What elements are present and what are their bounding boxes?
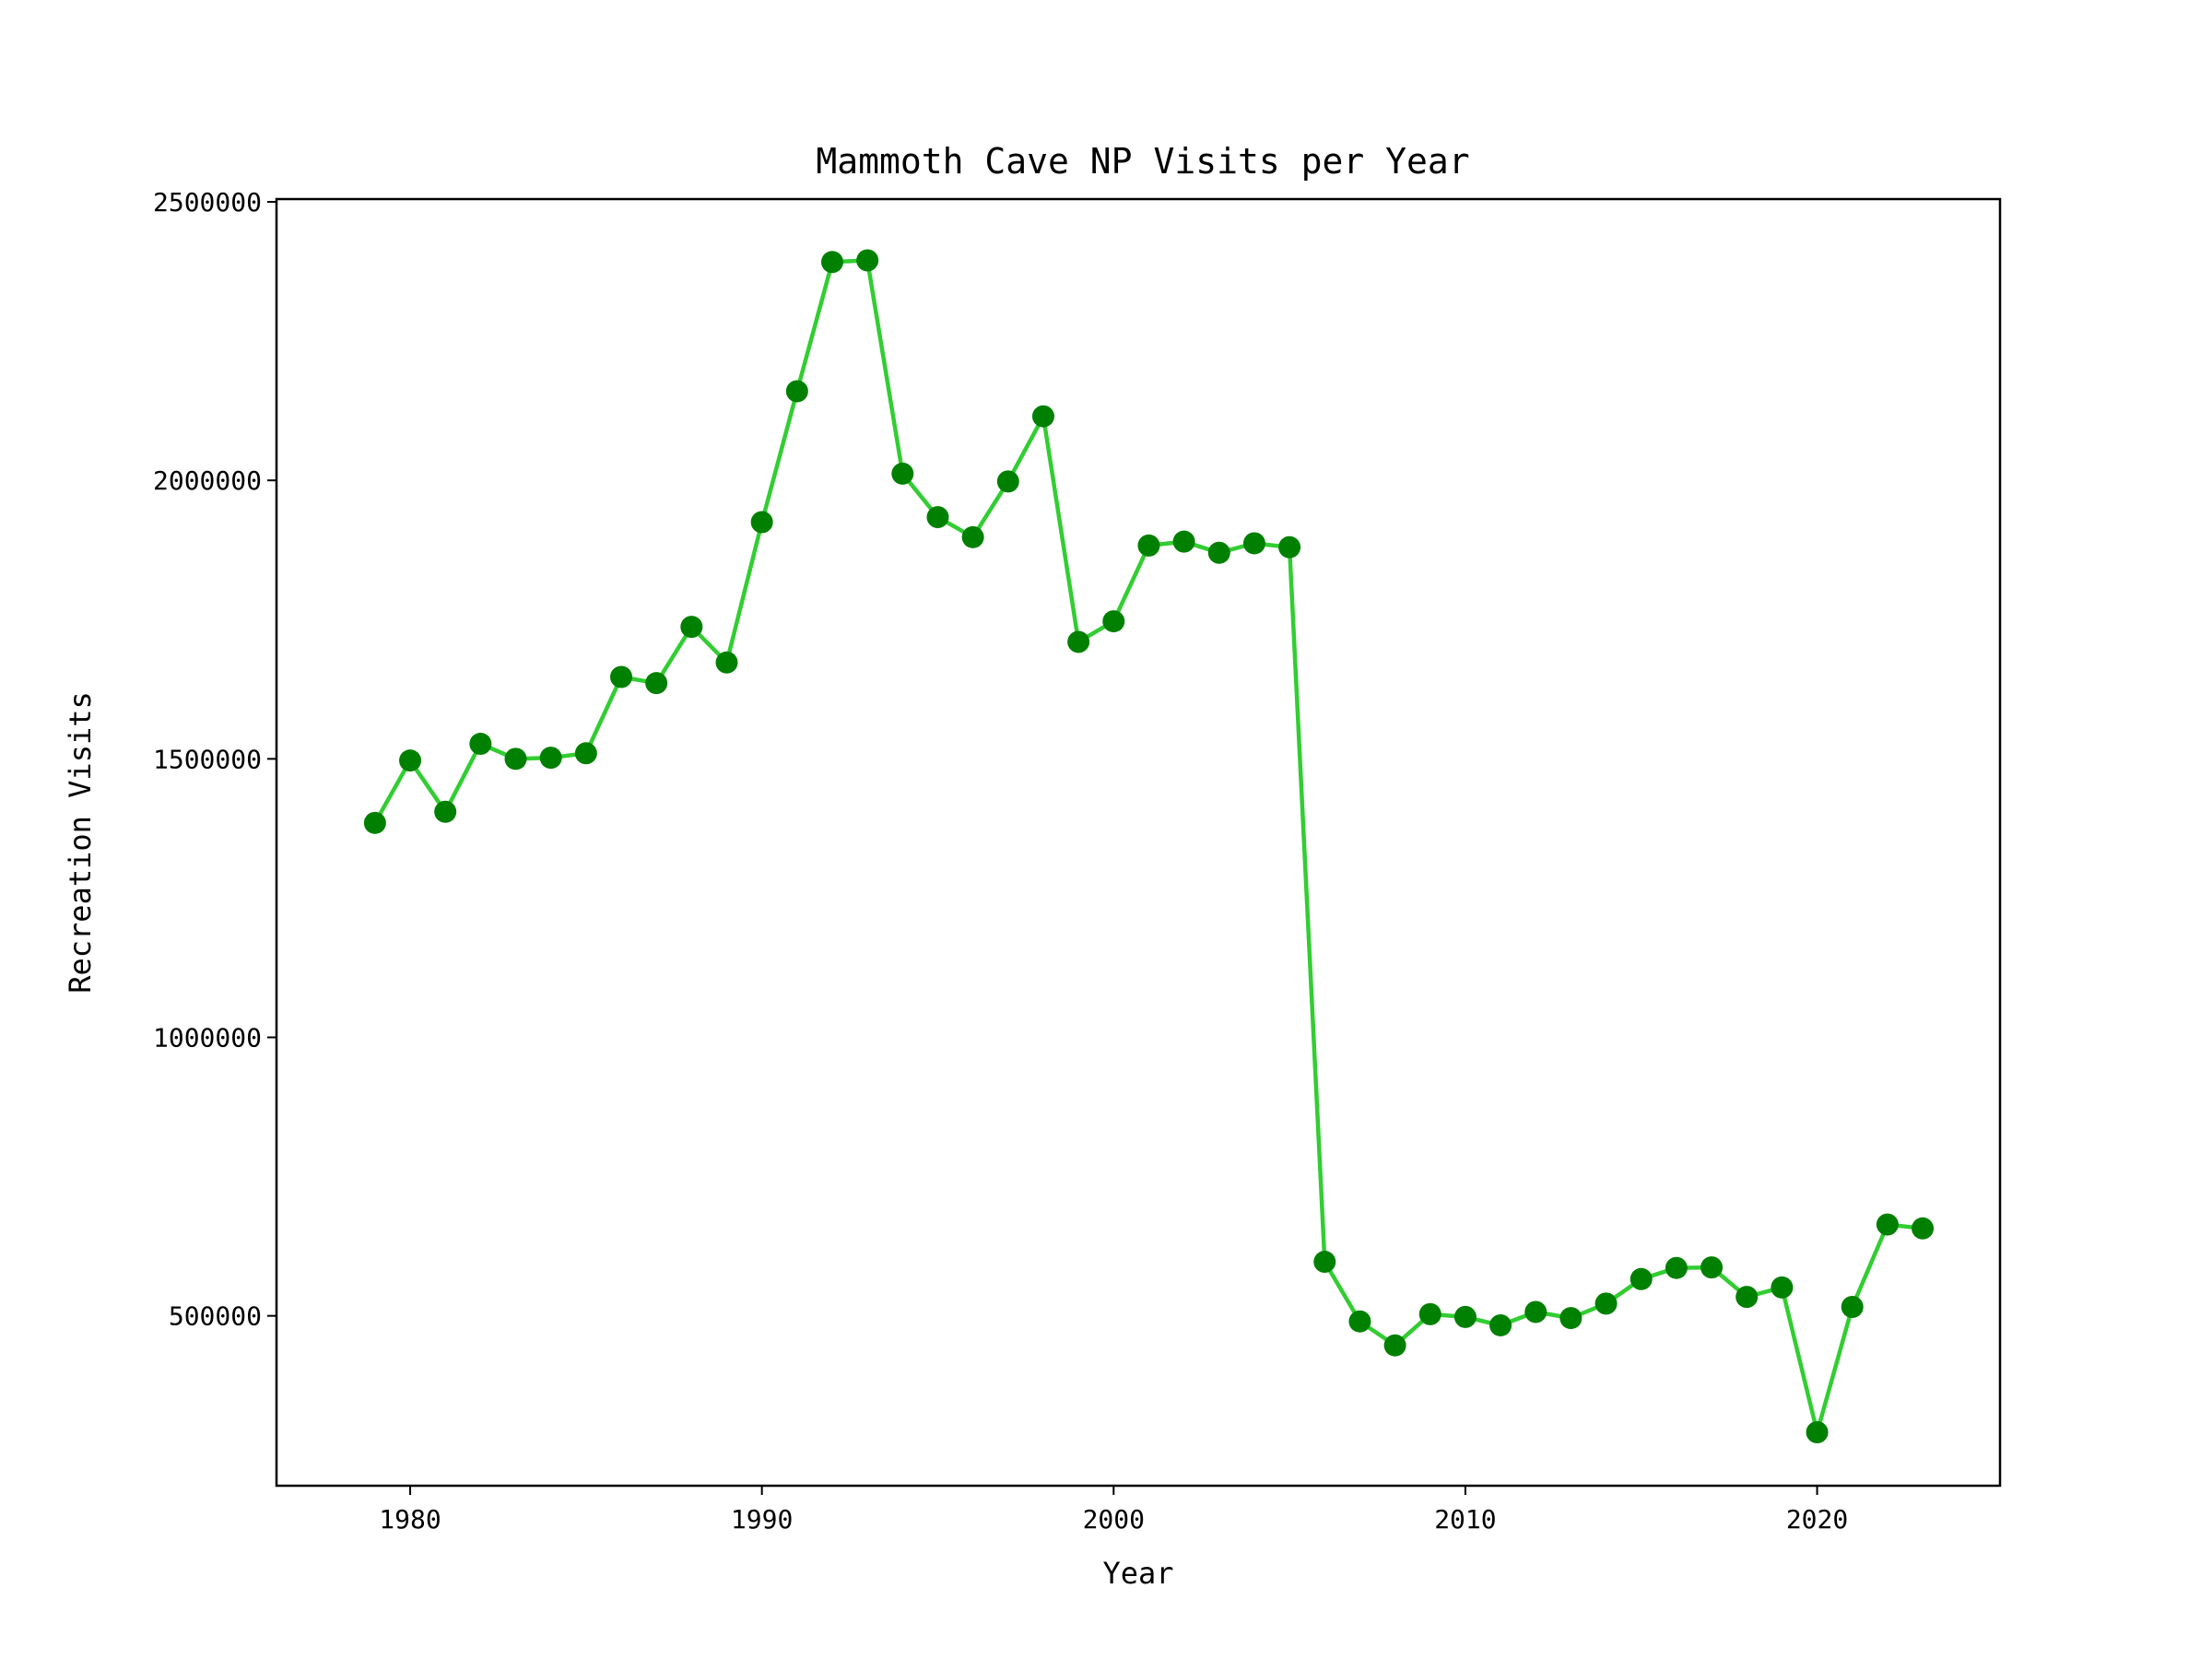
data-point (1700, 1256, 1724, 1279)
x-tick-label: 2000 (1083, 1504, 1145, 1535)
data-point (1559, 1307, 1583, 1330)
data-point (1067, 630, 1090, 653)
y-axis: 500000 1000000 1500000 2000000 2500000 (153, 187, 276, 1332)
data-point (645, 672, 668, 695)
plot-area (275, 197, 2002, 1488)
data-point (539, 747, 562, 770)
x-axis-label: Year (1102, 1556, 1173, 1591)
data-point (1630, 1267, 1653, 1290)
data-point (961, 525, 984, 548)
data-point (399, 749, 422, 772)
y-tick-label: 2500000 (153, 187, 262, 218)
data-point (891, 462, 914, 485)
data-point (1735, 1286, 1759, 1309)
x-axis: 1980 1990 2000 2010 2020 (379, 1486, 1848, 1535)
data-point (1102, 610, 1125, 633)
data-point (1207, 541, 1230, 564)
data-point (1242, 532, 1265, 555)
x-tick-label: 2020 (1786, 1504, 1848, 1535)
y-axis-label: Recreation Visits (63, 691, 98, 994)
data-point (434, 800, 457, 823)
data-point (926, 506, 949, 529)
data-point (1912, 1217, 1935, 1240)
data-point (1031, 405, 1054, 428)
data-point (1489, 1313, 1512, 1336)
data-point (1348, 1310, 1371, 1333)
data-point (1806, 1420, 1829, 1443)
series-layer (363, 249, 1935, 1443)
data-point (574, 742, 597, 765)
data-point (610, 665, 632, 688)
series-line (372, 258, 1924, 1435)
y-tick-label: 1000000 (153, 1023, 262, 1053)
data-point (820, 251, 843, 274)
y-tick-label: 500000 (169, 1301, 262, 1332)
data-point (504, 747, 527, 771)
data-point (1313, 1251, 1336, 1274)
data-point (1418, 1302, 1441, 1325)
data-point (1453, 1305, 1477, 1328)
data-point (1137, 534, 1160, 557)
x-tick-label: 2010 (1434, 1504, 1496, 1535)
data-point (1876, 1213, 1899, 1236)
data-point (469, 733, 492, 756)
y-tick-label: 1500000 (153, 744, 262, 774)
x-tick-label: 1990 (731, 1504, 793, 1535)
plot-frame (275, 197, 2002, 1488)
data-point (785, 380, 808, 403)
data-point (680, 616, 703, 639)
data-point (1665, 1256, 1688, 1279)
data-point (1383, 1334, 1406, 1357)
data-point (750, 511, 773, 534)
data-point (1594, 1292, 1618, 1315)
y-tick-label: 2000000 (153, 465, 262, 496)
data-point (1524, 1300, 1547, 1324)
data-point (363, 811, 386, 834)
data-point (715, 651, 738, 674)
x-tick-label: 1980 (379, 1504, 441, 1535)
data-point (856, 249, 879, 272)
data-point (996, 470, 1019, 493)
data-point (1771, 1276, 1794, 1299)
chart-title: Mammoth Cave NP Visits per Year (816, 141, 1469, 182)
data-point (1278, 535, 1301, 559)
data-point (1841, 1296, 1864, 1319)
data-point (1172, 530, 1195, 553)
